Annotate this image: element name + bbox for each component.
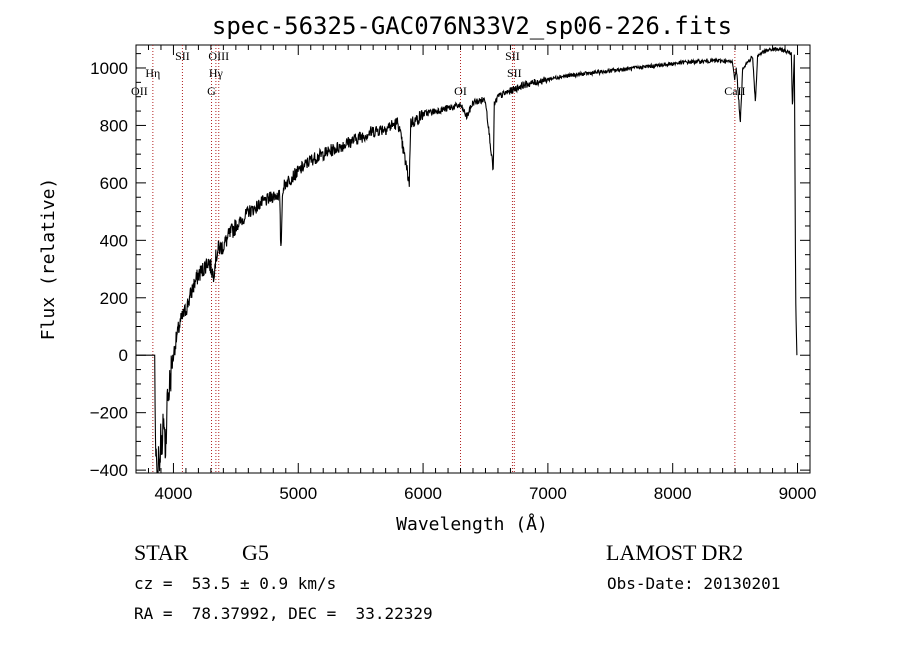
line-label: Hη (145, 66, 160, 80)
x-tick-label: 4000 (155, 484, 193, 503)
line-annotations: Hη OII SII OIII Hγ G OI SII SII CaII (131, 49, 745, 98)
line-label: SII (505, 49, 520, 63)
x-tick-label: 7000 (529, 484, 567, 503)
line-label: OIII (208, 49, 229, 63)
y-tick-label: 800 (100, 116, 128, 135)
y-tick-label: −200 (90, 404, 128, 423)
coordinates: RA = 78.37992, DEC = 33.22329 (134, 604, 433, 623)
x-tick-label: 8000 (654, 484, 692, 503)
line-label: OI (454, 84, 467, 98)
plot-frame (135, 44, 811, 474)
y-tick-label: 1000 (90, 59, 128, 78)
y-tick-label: 600 (100, 174, 128, 193)
y-tick-label: −400 (90, 461, 128, 480)
line-label: SII (507, 66, 522, 80)
line-label: SII (175, 49, 190, 63)
x-tick-label: 5000 (279, 484, 317, 503)
y-tick-label: 200 (100, 289, 128, 308)
line-label: Hγ (209, 66, 224, 80)
object-subclass: G5 (242, 540, 269, 565)
x-tick-label: 9000 (779, 484, 817, 503)
object-class: STAR (134, 540, 189, 565)
observation-date: Obs-Date: 20130201 (607, 574, 781, 593)
x-axis: 4000 5000 6000 7000 8000 9000 (135, 45, 817, 503)
line-label: G (207, 84, 216, 98)
y-axis-label: Flux (relative) (38, 178, 59, 341)
y-axis: −400 −200 0 200 400 600 800 1000 (90, 53, 810, 480)
y-tick-label: 0 (119, 346, 128, 365)
survey-name: LAMOST DR2 (606, 540, 744, 565)
line-label: OII (131, 84, 148, 98)
chart-title: spec-56325-GAC076N33V2_sp06-226.fits (212, 12, 732, 40)
spectrum-line (136, 46, 798, 474)
x-tick-label: 6000 (404, 484, 442, 503)
redshift-velocity: cz = 53.5 ± 0.9 km/s (134, 574, 337, 593)
x-axis-label: Wavelength (Å) (396, 513, 548, 535)
y-tick-label: 400 (100, 231, 128, 250)
line-label: CaII (724, 84, 745, 98)
